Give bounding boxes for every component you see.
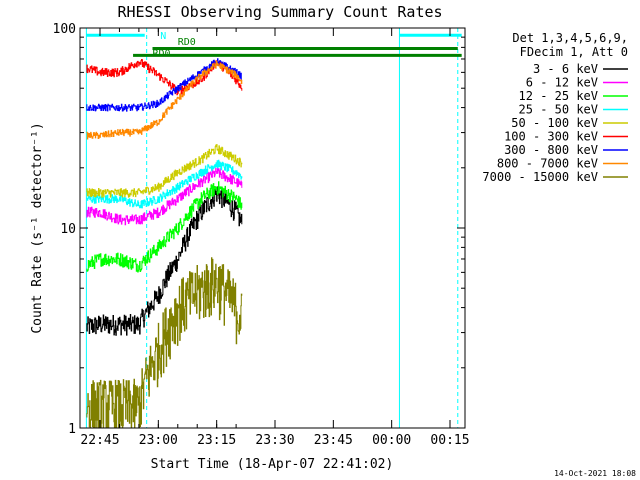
y-tick-label: 10 bbox=[60, 222, 76, 237]
annotation-rd0: RD0 bbox=[153, 49, 171, 60]
annotation-rd0: RD0 bbox=[178, 37, 196, 48]
y-tick-label: 1 bbox=[68, 422, 76, 437]
x-tick-label: 23:45 bbox=[314, 433, 353, 448]
legend-header-line1: Det 1,3,4,5,6,9, bbox=[512, 31, 628, 45]
legend-label: 3 - 6 keV bbox=[533, 62, 598, 76]
legend-label: 25 - 50 keV bbox=[519, 103, 598, 117]
x-tick-label: 23:00 bbox=[139, 433, 178, 448]
x-tick-label: 23:30 bbox=[255, 433, 294, 448]
legend-label: 12 - 25 keV bbox=[519, 89, 598, 103]
y-tick-label: 100 bbox=[53, 22, 76, 37]
legend-label: 300 - 800 keV bbox=[504, 143, 598, 157]
annotation-n: N bbox=[160, 31, 166, 42]
y-axis-label: Count Rate (s⁻¹ detector⁻¹) bbox=[30, 122, 45, 333]
x-axis-label: Start Time (18-Apr-07 22:41:02) bbox=[151, 457, 394, 472]
legend-label: 800 - 7000 keV bbox=[497, 157, 598, 171]
legend: Det 1,3,4,5,6,9, FDecim 1, Att 0 3 - 6 k… bbox=[482, 31, 628, 184]
x-tick-label: 23:15 bbox=[197, 433, 236, 448]
footer-timestamp: 14-Oct-2021 18:08 bbox=[554, 469, 636, 478]
series-line-1 bbox=[86, 167, 243, 226]
series-line-3 bbox=[86, 159, 243, 209]
series-line-8 bbox=[86, 257, 243, 428]
series-line-0 bbox=[86, 186, 243, 336]
series-line-4 bbox=[86, 144, 243, 198]
x-tick-label: 00:15 bbox=[430, 433, 469, 448]
legend-label: 50 - 100 keV bbox=[511, 116, 598, 130]
series-line-2 bbox=[86, 181, 243, 273]
legend-header-line2: FDecim 1, Att 0 bbox=[520, 45, 628, 59]
series-line-7 bbox=[86, 60, 243, 140]
chart-title: RHESSI Observing Summary Count Rates bbox=[117, 3, 442, 21]
legend-label: 6 - 12 keV bbox=[526, 76, 598, 90]
legend-label: 100 - 300 keV bbox=[504, 130, 598, 144]
legend-label: 7000 - 15000 keV bbox=[482, 170, 598, 184]
x-tick-label: 22:45 bbox=[80, 433, 119, 448]
x-tick-label: 00:00 bbox=[372, 433, 411, 448]
